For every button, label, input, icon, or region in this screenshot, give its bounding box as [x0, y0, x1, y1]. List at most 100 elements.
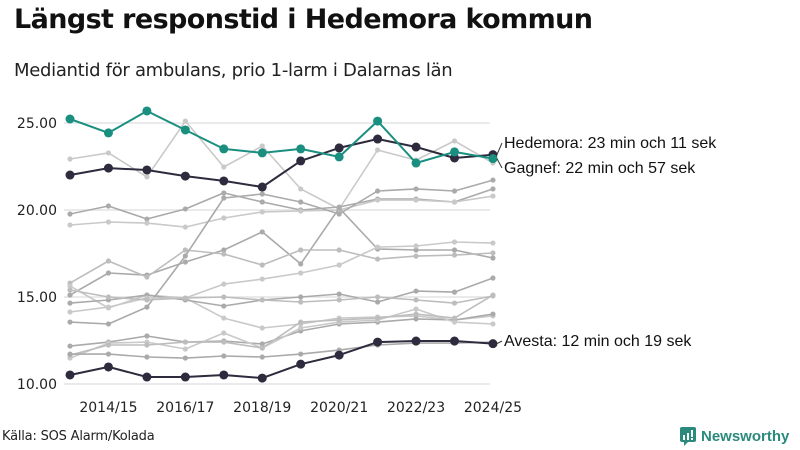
data-point: [144, 216, 150, 222]
background-line: [67, 275, 496, 309]
x-tick-label: 2022/23: [387, 400, 445, 416]
data-point: [413, 311, 419, 317]
data-point: [490, 255, 496, 261]
data-point: [221, 330, 227, 336]
background-line: [67, 177, 496, 327]
data-point: [259, 354, 265, 360]
data-point: [221, 251, 227, 257]
data-point: [259, 199, 265, 205]
data-point: [142, 165, 152, 175]
x-tick-label: 2016/17: [156, 400, 214, 416]
data-point: [336, 205, 342, 211]
data-point: [336, 291, 342, 297]
annotation-hedemora: Hedemora: 23 min och 11 sek: [504, 135, 717, 152]
background-line: [67, 292, 496, 358]
data-point: [180, 372, 190, 382]
data-point: [67, 292, 73, 298]
highlighted-series: [65, 106, 498, 383]
data-point: [144, 333, 150, 339]
data-point: [259, 262, 265, 268]
background-line: [67, 193, 496, 230]
data-point: [182, 118, 188, 124]
y-tick-label: 10.00: [17, 377, 57, 393]
data-point: [259, 325, 265, 331]
data-point: [221, 215, 227, 221]
data-point: [221, 190, 227, 196]
data-point: [105, 203, 112, 209]
data-point: [451, 247, 458, 253]
brand-name: Newsworthy: [701, 428, 790, 445]
data-point: [105, 270, 112, 276]
data-point: [259, 276, 265, 282]
data-point: [259, 191, 265, 197]
data-point: [451, 300, 458, 306]
series-avesta: [65, 336, 498, 383]
data-point: [413, 288, 419, 294]
data-point: [411, 158, 421, 168]
background-series: [67, 118, 496, 361]
data-point: [65, 114, 75, 124]
data-point: [259, 229, 265, 235]
data-point: [105, 342, 112, 348]
data-point: [490, 240, 496, 246]
x-tick-label: 2024/25: [464, 400, 522, 416]
background-line: [67, 205, 496, 298]
y-tick-label: 20.00: [17, 203, 57, 219]
data-point: [259, 341, 265, 347]
data-point: [259, 143, 265, 149]
series-annotations: Hedemora: 23 min och 11 sek Gagnef: 22 mi…: [496, 135, 717, 350]
data-point: [336, 262, 342, 268]
annotation-gagnef: Gagnef: 22 min och 57 sek: [504, 160, 696, 177]
data-point: [451, 188, 458, 194]
data-point: [451, 239, 458, 245]
data-point: [259, 209, 265, 215]
data-point: [451, 289, 458, 295]
data-point: [413, 243, 419, 249]
data-point: [413, 297, 419, 303]
data-point: [221, 247, 227, 253]
data-point: [451, 138, 458, 144]
data-point: [490, 311, 496, 317]
data-point: [490, 321, 496, 327]
data-point: [221, 303, 227, 309]
data-point: [144, 342, 150, 348]
data-point: [142, 372, 152, 382]
data-point: [105, 304, 112, 310]
data-point: [298, 351, 304, 357]
data-point: [413, 316, 419, 322]
data-point: [296, 359, 306, 369]
data-point: [451, 315, 458, 321]
data-point: [65, 370, 75, 380]
data-point: [298, 299, 304, 305]
data-point: [257, 148, 267, 158]
data-point: [105, 258, 112, 264]
data-point: [298, 208, 304, 214]
data-point: [334, 350, 344, 360]
data-point: [182, 253, 188, 259]
data-point: [144, 297, 150, 303]
data-point: [411, 142, 421, 152]
data-point: [413, 253, 419, 259]
background-line: [67, 283, 496, 331]
data-point: [221, 195, 227, 201]
data-point: [67, 222, 73, 228]
data-point: [65, 170, 75, 180]
data-point: [221, 339, 227, 345]
data-point: [259, 297, 265, 303]
data-point: [451, 252, 458, 258]
data-point: [182, 346, 188, 352]
data-point: [219, 370, 229, 380]
data-point: [182, 224, 188, 230]
x-tick-label: 2020/21: [310, 400, 368, 416]
data-point: [67, 283, 73, 289]
data-point: [375, 315, 381, 321]
data-point: [298, 294, 304, 300]
data-point: [142, 106, 152, 116]
series-hedemora: [65, 134, 498, 192]
data-point: [144, 274, 150, 280]
background-line: [67, 247, 496, 286]
data-point: [67, 156, 73, 162]
data-point: [413, 247, 419, 253]
data-point: [103, 128, 113, 138]
y-tick-label: 15.00: [17, 290, 57, 306]
